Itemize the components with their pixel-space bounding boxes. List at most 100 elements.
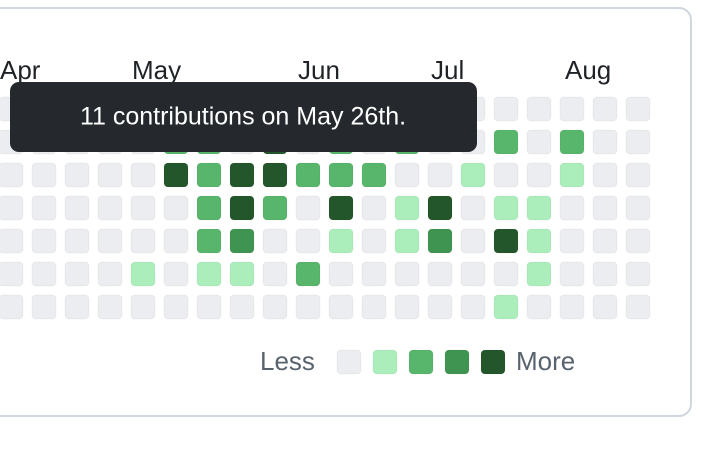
legend-swatch <box>444 349 470 375</box>
day-cell <box>97 195 123 221</box>
day-cell <box>163 162 189 188</box>
day-cell <box>427 228 453 254</box>
day-cell <box>592 129 618 155</box>
day-cell <box>361 294 387 320</box>
day-cell <box>64 162 90 188</box>
day-cell <box>64 294 90 320</box>
month-label: Apr <box>0 55 41 85</box>
day-cell <box>130 261 156 287</box>
day-cell <box>328 261 354 287</box>
day-cell <box>625 162 651 188</box>
day-cell <box>163 228 189 254</box>
day-cell <box>592 294 618 320</box>
month-label: May <box>132 55 181 85</box>
legend-swatch <box>372 349 398 375</box>
day-cell <box>592 228 618 254</box>
tooltip: 11 contributions on May 26th. <box>10 82 477 152</box>
legend-swatch <box>408 349 434 375</box>
day-cell <box>559 129 585 155</box>
day-cell <box>295 195 321 221</box>
day-cell <box>130 162 156 188</box>
day-cell <box>559 195 585 221</box>
day-cell <box>229 228 255 254</box>
day-cell <box>592 162 618 188</box>
day-cell <box>526 129 552 155</box>
day-cell <box>31 261 57 287</box>
day-cell <box>625 228 651 254</box>
legend-more: More <box>516 346 575 376</box>
month-label: Jun <box>298 55 340 85</box>
day-cell <box>592 96 618 122</box>
tooltip-text: 11 contributions on May 26th. <box>80 103 406 131</box>
day-cell <box>394 195 420 221</box>
day-cell <box>559 261 585 287</box>
day-cell <box>196 162 222 188</box>
day-cell <box>0 162 24 188</box>
day-cell <box>559 96 585 122</box>
legend-swatch <box>336 349 362 375</box>
day-cell <box>262 261 288 287</box>
day-cell <box>31 294 57 320</box>
day-cell <box>493 129 519 155</box>
day-cell <box>31 195 57 221</box>
day-cell <box>460 294 486 320</box>
day-cell <box>262 162 288 188</box>
day-cell <box>493 294 519 320</box>
day-cell <box>229 261 255 287</box>
day-cell <box>625 294 651 320</box>
day-cell <box>163 261 189 287</box>
day-cell <box>361 261 387 287</box>
day-cell <box>328 228 354 254</box>
day-cell <box>295 162 321 188</box>
day-cell <box>0 261 24 287</box>
day-cell <box>526 294 552 320</box>
day-cell <box>97 261 123 287</box>
day-cell <box>31 228 57 254</box>
day-cell <box>493 195 519 221</box>
day-cell <box>526 195 552 221</box>
day-cell <box>328 162 354 188</box>
day-cell <box>592 261 618 287</box>
day-cell <box>361 162 387 188</box>
day-cell <box>97 294 123 320</box>
day-cell <box>328 294 354 320</box>
day-cell <box>592 195 618 221</box>
day-cell <box>229 195 255 221</box>
day-cell <box>559 228 585 254</box>
day-cell <box>625 195 651 221</box>
day-cell <box>625 261 651 287</box>
day-cell <box>262 195 288 221</box>
day-cell <box>625 96 651 122</box>
day-cell <box>460 261 486 287</box>
day-cell <box>526 228 552 254</box>
day-cell <box>559 162 585 188</box>
day-cell <box>229 162 255 188</box>
day-cell <box>130 228 156 254</box>
day-cell <box>328 195 354 221</box>
day-cell <box>163 294 189 320</box>
day-cell <box>97 228 123 254</box>
day-cell <box>262 228 288 254</box>
day-cell <box>31 162 57 188</box>
month-label: Jul <box>431 55 464 85</box>
day-cell <box>559 294 585 320</box>
day-cell <box>394 228 420 254</box>
day-cell <box>163 195 189 221</box>
day-cell <box>361 195 387 221</box>
day-cell <box>130 195 156 221</box>
day-cell <box>196 195 222 221</box>
legend-less: Less <box>260 346 315 376</box>
day-cell <box>0 294 24 320</box>
day-cell <box>0 195 24 221</box>
day-cell <box>493 228 519 254</box>
day-cell <box>427 162 453 188</box>
day-cell <box>394 162 420 188</box>
legend-swatch <box>480 349 506 375</box>
day-cell <box>64 228 90 254</box>
day-cell <box>130 294 156 320</box>
day-cell <box>196 228 222 254</box>
day-cell <box>295 261 321 287</box>
day-cell <box>295 228 321 254</box>
day-cell <box>0 228 24 254</box>
